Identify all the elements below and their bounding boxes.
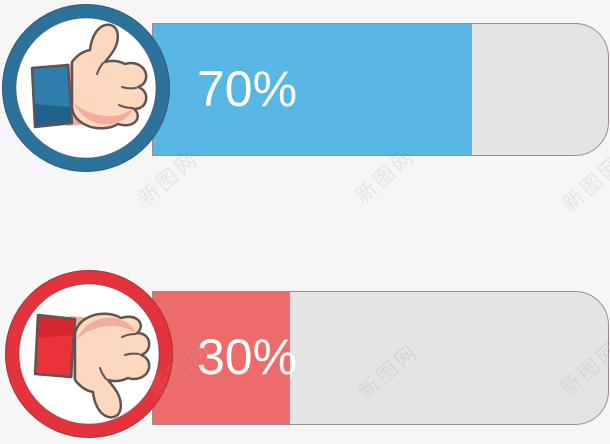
percent-label-down: 30% [197,329,298,385]
thumbs-down-badge [5,270,173,438]
progress-fill-up [153,24,472,155]
thumbs-up-badge [2,4,170,172]
progress-track-up: 70% [152,23,609,156]
watermark: 新图网 [558,151,610,217]
progress-track-down: 30% [152,291,609,425]
progress-fill-down [153,292,290,424]
percent-label-up: 70% [197,60,298,117]
